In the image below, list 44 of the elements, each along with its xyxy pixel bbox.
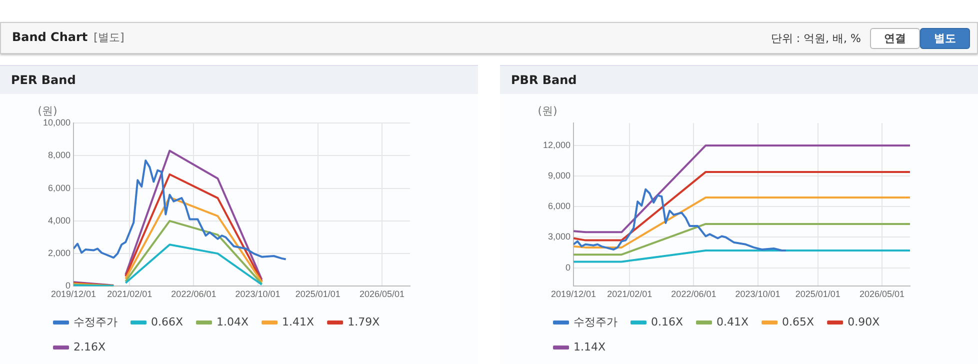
legend-label: 0.65X bbox=[782, 315, 815, 328]
x-tick-label: 2026/05/01 bbox=[859, 289, 904, 300]
y-tick-label: 9,000 bbox=[548, 170, 571, 181]
legend-label: 1.14X bbox=[574, 340, 606, 354]
legend-label: 0.90X bbox=[848, 315, 880, 328]
text: 단위 : 억원, 배, % bbox=[770, 31, 861, 46]
x-tick-label: 2026/05/01 bbox=[359, 289, 404, 300]
y-tick-label: 12,000 bbox=[542, 140, 571, 150]
y-tick-label: 0 bbox=[66, 280, 71, 291]
text: Band Chart bbox=[12, 30, 88, 44]
y-tick-label: 4,000 bbox=[48, 215, 71, 226]
y-tick-label: 8,000 bbox=[48, 150, 71, 160]
y-tick-label: 3,000 bbox=[548, 232, 571, 242]
chart-title: PER Band bbox=[0, 65, 478, 94]
legend-label: 1.41X bbox=[282, 315, 315, 328]
x-tick-label: 2025/01/01 bbox=[295, 289, 340, 300]
y-tick-label: 10,000 bbox=[42, 117, 71, 128]
legend-label: 0.66X bbox=[151, 315, 184, 328]
legend-label: 0.41X bbox=[716, 315, 750, 328]
chart-title: PBR Band bbox=[500, 65, 978, 94]
y-axis-title: (원) bbox=[538, 104, 558, 118]
y-tick-label: 2,000 bbox=[48, 248, 71, 258]
legend-label: 2.16X bbox=[74, 340, 106, 354]
x-tick-label: 2022/06/01 bbox=[671, 289, 716, 300]
y-tick-label: 0 bbox=[566, 262, 571, 272]
y-tick-label: 6,000 bbox=[48, 182, 71, 193]
x-tick-label: 2023/10/01 bbox=[735, 289, 780, 300]
x-tick-label: 2021/02/01 bbox=[107, 289, 152, 300]
legend-label: 1.04X bbox=[216, 315, 250, 328]
text: 별도 bbox=[920, 28, 970, 49]
legend-label: 수정주가 bbox=[574, 315, 618, 328]
x-tick-label: 2019/12/01 bbox=[51, 289, 96, 300]
text: 연결 bbox=[870, 28, 920, 49]
legend-label: 수정주가 bbox=[74, 315, 118, 328]
y-axis-title: (원) bbox=[38, 104, 58, 118]
legend-label: 0.16X bbox=[651, 315, 684, 328]
y-tick-label: 6,000 bbox=[548, 201, 571, 212]
x-tick-label: 2019/12/01 bbox=[551, 289, 596, 300]
x-tick-label: 2021/02/01 bbox=[607, 289, 652, 300]
x-tick-label: 2023/10/01 bbox=[235, 289, 280, 300]
x-tick-label: 2022/06/01 bbox=[171, 289, 216, 300]
x-tick-label: 2025/01/01 bbox=[795, 289, 840, 300]
text: [별도] bbox=[94, 31, 124, 44]
legend-label: 1.79X bbox=[348, 315, 380, 328]
